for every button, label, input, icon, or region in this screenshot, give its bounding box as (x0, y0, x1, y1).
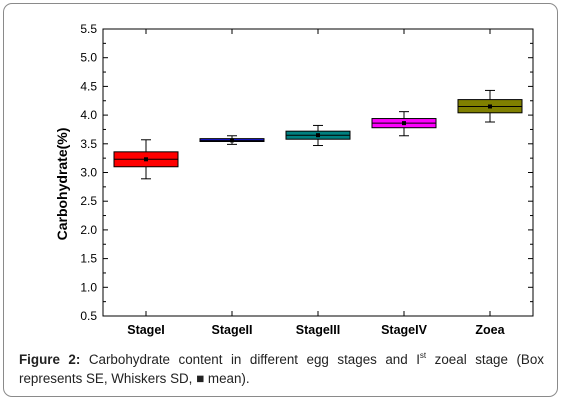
box-stageiv (371, 111, 437, 137)
y-tick-label: 1.0 (80, 280, 97, 294)
y-tick-label: 5.5 (80, 22, 97, 36)
box-stageii (199, 135, 265, 145)
caption-text-2: zoeal stage (Box represents SE, Whiskers… (19, 352, 544, 386)
caption-figure-label: Figure 2: (19, 352, 81, 367)
y-tick-label: 4.5 (80, 79, 97, 93)
plot-axes: 0.5 1.0 1.5 2.0 2.5 3.0 3.5 4.0 4.5 5.0 5.5 StageI S… (80, 22, 534, 337)
y-tick-label: 3.0 (80, 166, 97, 180)
plot-marks (113, 89, 523, 180)
x-category-label: StageI (127, 323, 165, 337)
mean-marker (488, 104, 492, 109)
mean-marker (144, 157, 148, 162)
box-stageiii (285, 124, 351, 147)
y-tick-label: 2.0 (80, 223, 97, 237)
caption-text-1: Carbohydrate content in different egg st… (80, 352, 420, 367)
figure-caption: Figure 2: Carbohydrate content in differ… (19, 350, 544, 388)
box-zoea (457, 89, 523, 123)
y-tick-label: 4.0 (80, 108, 97, 122)
y-tick-label: 2.5 (80, 194, 97, 208)
mean-marker (402, 121, 406, 126)
caption-superscript: st (419, 350, 427, 360)
caption-mean-symbol: ■ (196, 371, 205, 386)
box-stagei (113, 139, 179, 180)
x-category-label: Zoea (475, 323, 505, 337)
figure-frame (3, 3, 558, 397)
caption-text-3: mean). (204, 371, 250, 386)
x-category-label: StageIV (381, 323, 428, 337)
y-axis-title: Carbohydrate(%) (54, 128, 70, 241)
plot-area-border (102, 28, 534, 317)
y-tick-label: 5.0 (80, 51, 97, 65)
x-category-label: StageII (212, 323, 253, 337)
y-tick-label: 0.5 (80, 309, 97, 323)
x-category-label: StageIII (296, 323, 340, 337)
mean-marker (230, 138, 234, 143)
y-tick-label: 3.5 (80, 137, 97, 151)
y-tick-label: 1.5 (80, 252, 97, 266)
mean-marker (316, 133, 320, 138)
